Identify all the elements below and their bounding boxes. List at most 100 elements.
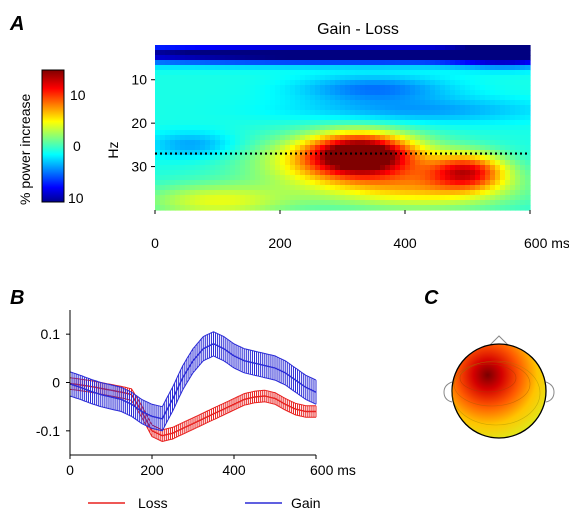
heatmap-cell bbox=[200, 90, 206, 96]
heatmap-cell bbox=[295, 160, 301, 166]
heatmap-cell bbox=[270, 60, 276, 66]
heatmap-cell bbox=[520, 95, 526, 101]
heatmap-cell bbox=[275, 145, 281, 151]
heatmap-cell bbox=[200, 165, 206, 171]
heatmap-cell bbox=[210, 190, 216, 196]
heatmap-cell bbox=[370, 140, 376, 146]
heatmap-cell bbox=[325, 205, 331, 211]
heatmap-cell bbox=[210, 180, 216, 186]
heatmap-cell bbox=[320, 125, 326, 131]
heatmap-cell bbox=[470, 70, 476, 76]
heatmap-cell bbox=[355, 185, 361, 191]
heatmap-cell bbox=[270, 190, 276, 196]
heatmap-cell bbox=[425, 90, 431, 96]
heatmap-cell bbox=[485, 60, 491, 66]
heatmap-cell bbox=[215, 45, 221, 51]
heatmap-cell bbox=[155, 135, 161, 141]
heatmap-cell bbox=[495, 95, 501, 101]
heatmap-cell bbox=[225, 125, 231, 131]
heatmap-cell bbox=[450, 45, 456, 51]
heatmap-cell bbox=[370, 90, 376, 96]
heatmap-cell bbox=[230, 150, 236, 156]
heatmap-cell bbox=[325, 155, 331, 161]
heatmap-cell bbox=[180, 45, 186, 51]
heatmap-cell bbox=[210, 125, 216, 131]
heatmap-cell bbox=[165, 105, 171, 111]
heatmap-cell bbox=[510, 50, 516, 56]
heatmap-cell bbox=[525, 85, 531, 91]
heatmap-cell bbox=[430, 80, 436, 86]
heatmap-cell bbox=[435, 90, 441, 96]
heatmap-cell bbox=[250, 85, 256, 91]
heatmap-cell bbox=[305, 110, 311, 116]
heatmap-cell bbox=[175, 180, 181, 186]
heatmap-cell bbox=[510, 170, 516, 176]
heatmap-cell bbox=[450, 65, 456, 71]
heatmap-cell bbox=[215, 110, 221, 116]
heatmap-cell bbox=[300, 180, 306, 186]
heatmap-cell bbox=[510, 175, 516, 181]
heatmap-cell bbox=[290, 100, 296, 106]
heatmap-cell bbox=[235, 120, 241, 126]
heatmap-cell bbox=[235, 135, 241, 141]
heatmap-cell bbox=[315, 170, 321, 176]
heatmap-cell bbox=[460, 110, 466, 116]
heatmap-cell bbox=[195, 115, 201, 121]
heatmap-cell bbox=[440, 105, 446, 111]
heatmap-cell bbox=[360, 180, 366, 186]
heatmap-cell bbox=[515, 65, 521, 71]
heatmap-cell bbox=[375, 180, 381, 186]
heatmap-cell bbox=[415, 125, 421, 131]
heatmap-cell bbox=[485, 155, 491, 161]
heatmap-cell bbox=[460, 95, 466, 101]
heatmap-cell bbox=[305, 120, 311, 126]
heatmap-cell bbox=[385, 65, 391, 71]
heatmap-cell bbox=[385, 195, 391, 201]
heatmap-cell bbox=[495, 155, 501, 161]
heatmap-cell bbox=[200, 60, 206, 66]
heatmap-cell bbox=[520, 110, 526, 116]
heatmap-cell bbox=[410, 165, 416, 171]
heatmap-cell bbox=[440, 185, 446, 191]
heatmap-cell bbox=[405, 165, 411, 171]
heatmap-cell bbox=[315, 180, 321, 186]
heatmap-cell bbox=[450, 85, 456, 91]
heatmap-cell bbox=[235, 205, 241, 211]
heatmap-cell bbox=[520, 190, 526, 196]
heatmap-cell bbox=[440, 155, 446, 161]
heatmap-cell bbox=[230, 155, 236, 161]
heatmap-cell bbox=[510, 115, 516, 121]
heatmap-cell bbox=[175, 55, 181, 61]
heatmap-cell bbox=[435, 205, 441, 211]
x-tick-label: 600 ms bbox=[524, 235, 569, 251]
heatmap-cell bbox=[450, 200, 456, 206]
heatmap-cell bbox=[265, 115, 271, 121]
heatmap-cell bbox=[410, 195, 416, 201]
heatmap-cell bbox=[355, 100, 361, 106]
heatmap-cell bbox=[365, 150, 371, 156]
heatmap-cell bbox=[465, 155, 471, 161]
heatmap-cell bbox=[385, 75, 391, 81]
heatmap-cell bbox=[485, 100, 491, 106]
heatmap-cell bbox=[460, 60, 466, 66]
heatmap-cell bbox=[400, 180, 406, 186]
heatmap-cell bbox=[175, 165, 181, 171]
heatmap-cell bbox=[480, 155, 486, 161]
heatmap-cell bbox=[345, 175, 351, 181]
heatmap-cell bbox=[185, 110, 191, 116]
heatmap-cell bbox=[430, 165, 436, 171]
heatmap-cell bbox=[510, 195, 516, 201]
heatmap-cell bbox=[170, 135, 176, 141]
heatmap-cell bbox=[470, 120, 476, 126]
heatmap-cell bbox=[220, 110, 226, 116]
heatmap-cell bbox=[295, 105, 301, 111]
heatmap-cell bbox=[510, 155, 516, 161]
heatmap-cell bbox=[235, 140, 241, 146]
heatmap-cell bbox=[265, 85, 271, 91]
heatmap-cell bbox=[270, 200, 276, 206]
heatmap-cell bbox=[360, 185, 366, 191]
heatmap-cell bbox=[160, 140, 166, 146]
heatmap-cell bbox=[500, 90, 506, 96]
heatmap-cell bbox=[425, 45, 431, 51]
heatmap-cell bbox=[385, 170, 391, 176]
